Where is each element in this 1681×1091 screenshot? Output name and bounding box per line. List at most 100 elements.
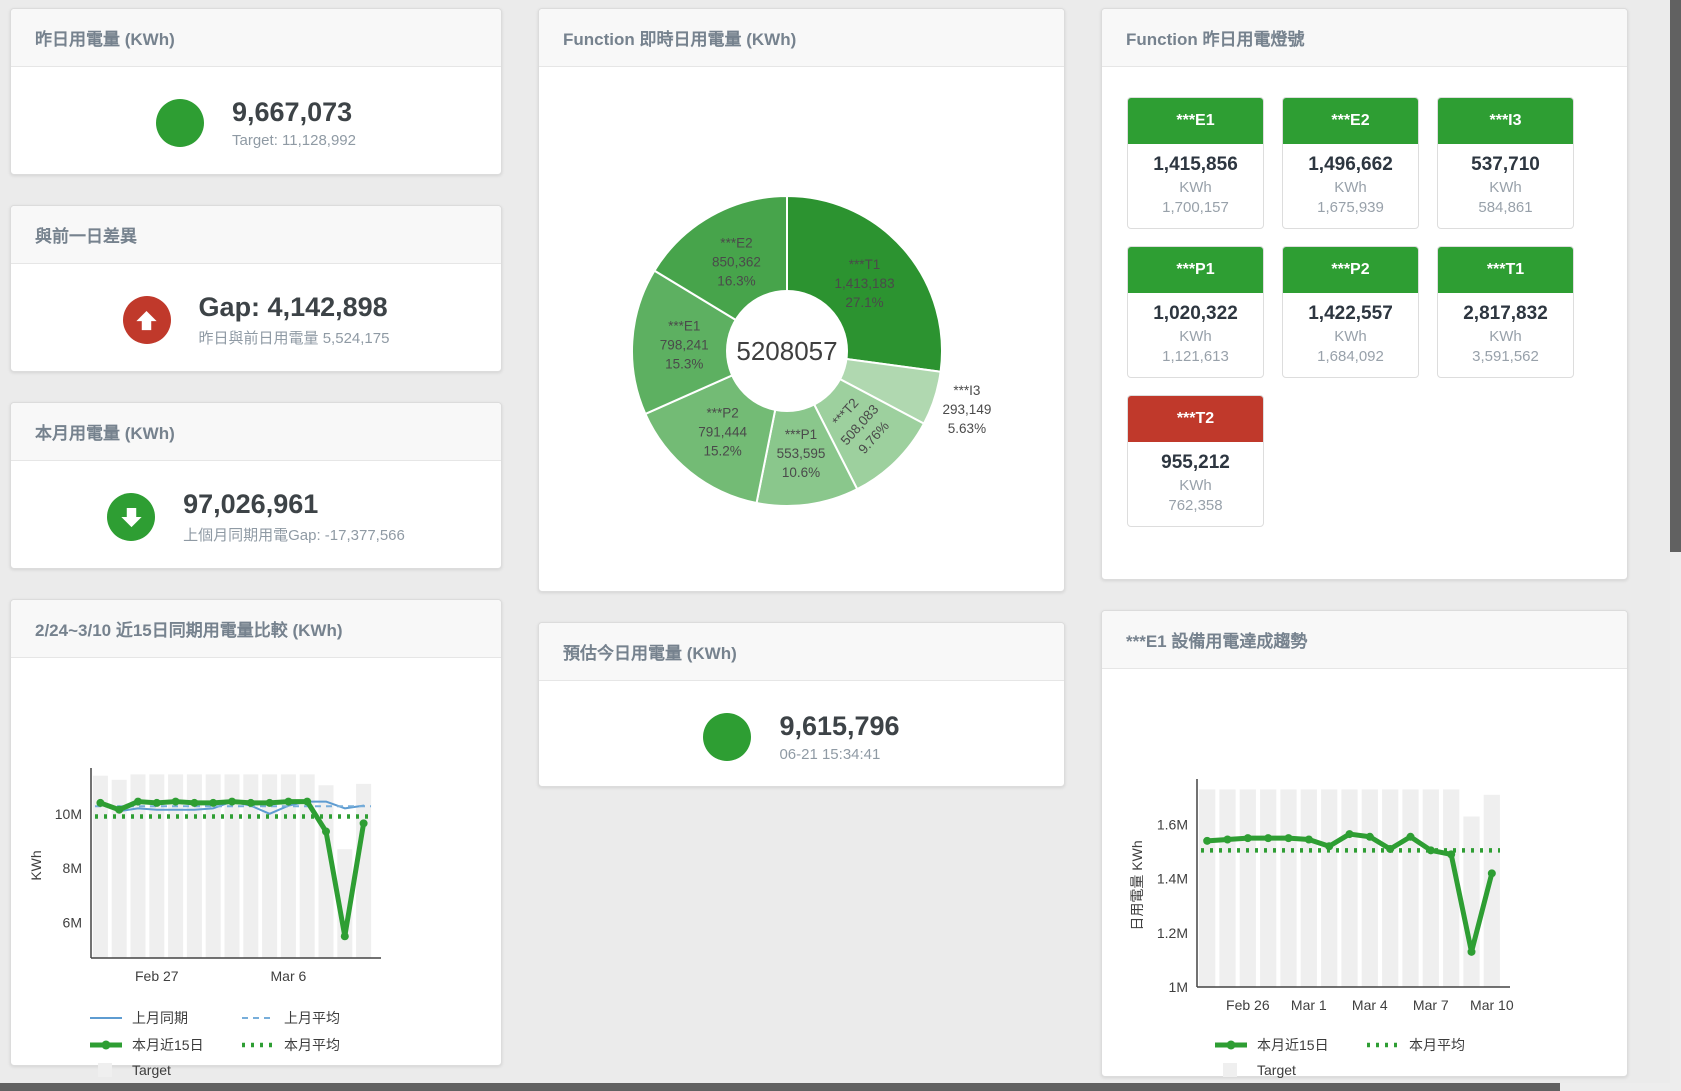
card-title: ***E1 設備用電達成趨勢 xyxy=(1102,611,1627,669)
svg-text:10.6%: 10.6% xyxy=(782,465,820,480)
svg-text:850,362: 850,362 xyxy=(712,254,761,269)
tile-value: 1,496,662 xyxy=(1308,154,1393,175)
legend-line-swatch xyxy=(90,1040,122,1050)
legend-label: 本月平均 xyxy=(284,1037,340,1053)
card-title: 2/24~3/10 近15日同期用電量比較 (KWh) xyxy=(11,600,501,658)
column-right: Function 昨日用電燈號 ***E1 1,415,856 KWh 1,700,1… xyxy=(1101,8,1628,1091)
card-realtime-donut: Function 即時日用電量 (KWh) 5208057 ***T1 1,413,… xyxy=(538,8,1065,592)
legend-label: 本月近15日 xyxy=(132,1037,204,1053)
tile-unit: KWh xyxy=(1334,328,1367,345)
card-title: Function 即時日用電量 (KWh) xyxy=(539,9,1064,67)
svg-text:10M: 10M xyxy=(55,806,82,822)
tile-label: ***P1 xyxy=(1128,247,1263,293)
svg-text:Mar 7: Mar 7 xyxy=(1413,997,1449,1013)
svg-text:791,444: 791,444 xyxy=(698,424,747,439)
column-middle: Function 即時日用電量 (KWh) 5208057 ***T1 1,413,… xyxy=(538,8,1065,1091)
svg-text:16.3%: 16.3% xyxy=(717,273,755,288)
svg-text:Feb 27: Feb 27 xyxy=(135,968,179,984)
svg-text:Mar 10: Mar 10 xyxy=(1470,997,1514,1013)
legend-line-swatch xyxy=(1367,1042,1399,1048)
tile-target: 1,684,092 xyxy=(1317,348,1384,365)
horizontal-scrollbar[interactable] xyxy=(0,1083,1681,1091)
card-estimate-today: 預估今日用電量 (KWh) 9,615,796 06-21 15:34:41 xyxy=(538,622,1065,787)
column-left: 昨日用電量 (KWh) 9,667,073 Target: 11,128,992… xyxy=(10,8,502,1091)
tile-target: 762,358 xyxy=(1168,497,1223,514)
kpi-value: 97,026,961 xyxy=(183,489,319,520)
legend-item-本月近15日[interactable]: 本月近15日 xyxy=(1214,1035,1366,1055)
svg-text:6M: 6M xyxy=(63,915,82,931)
tile-label: ***T2 xyxy=(1128,396,1263,442)
tile-target: 1,675,939 xyxy=(1317,199,1384,216)
svg-text:KWh: KWh xyxy=(28,850,44,880)
light-tile-I3[interactable]: ***I3 537,710 KWh 584,861 xyxy=(1437,97,1574,229)
vertical-scrollbar-thumb[interactable] xyxy=(1670,0,1681,552)
compare15-chart[interactable]: 6M 8M 10M Feb 27 Mar 6 KWh 上月同期 上月平均本月近15日 本月平均 T… xyxy=(11,658,501,1078)
e1-trend-chart[interactable]: 1M 1.2M 1.4M 1.6M Feb 26 Mar 1 Mar 4 Mar 7 Mar 1… xyxy=(1102,669,1627,1078)
svg-text:27.1%: 27.1% xyxy=(845,295,883,310)
kpi-value: Gap: 4,142,898 xyxy=(198,292,388,323)
tile-target: 584,861 xyxy=(1478,199,1533,216)
kpi-timestamp: 06-21 15:34:41 xyxy=(779,745,881,763)
tile-target: 1,700,157 xyxy=(1162,199,1229,216)
svg-text:5.63%: 5.63% xyxy=(948,421,986,436)
legend-label: 本月平均 xyxy=(1409,1037,1465,1053)
tile-label: ***E2 xyxy=(1283,98,1418,144)
tile-value: 1,415,856 xyxy=(1153,154,1238,175)
svg-text:8M: 8M xyxy=(63,860,82,876)
light-tile-P1[interactable]: ***P1 1,020,322 KWh 1,121,613 xyxy=(1127,246,1264,378)
status-circle-icon xyxy=(156,99,204,147)
legend-label: 本月近15日 xyxy=(1257,1037,1329,1053)
svg-text:1.6M: 1.6M xyxy=(1157,817,1188,833)
svg-text:***T1: ***T1 xyxy=(849,257,881,272)
kpi-body: 97,026,961 上個月同期用電Gap: -17,377,566 xyxy=(11,461,501,573)
light-tile-T2[interactable]: ***T2 955,212 KWh 762,358 xyxy=(1127,395,1264,527)
realtime-donut-chart[interactable]: 5208057 ***T1 1,413,183 27.1% ***I3 293,149 5.… xyxy=(539,67,1064,572)
card-title: Function 昨日用電燈號 xyxy=(1102,9,1627,67)
svg-text:Mar 4: Mar 4 xyxy=(1352,997,1388,1013)
svg-text:15.3%: 15.3% xyxy=(665,356,703,371)
card-title: 本月用電量 (KWh) xyxy=(11,403,501,461)
tile-unit: KWh xyxy=(1179,179,1212,196)
svg-text:Mar 1: Mar 1 xyxy=(1291,997,1327,1013)
tile-value: 2,817,832 xyxy=(1463,303,1548,324)
kpi-text: 9,667,073 Target: 11,128,992 xyxy=(232,97,356,148)
tile-unit: KWh xyxy=(1179,328,1212,345)
legend-item-Target[interactable]: Target xyxy=(89,1062,241,1078)
lights-tiles: ***E1 1,415,856 KWh 1,700,157 ***E2 1,496,662… xyxy=(1102,67,1627,527)
card-yesterday-lights: Function 昨日用電燈號 ***E1 1,415,856 KWh 1,700,1… xyxy=(1101,8,1628,580)
status-circle-icon xyxy=(703,713,752,761)
horizontal-scrollbar-thumb[interactable] xyxy=(0,1083,1560,1091)
card-15day-compare: 2/24~3/10 近15日同期用電量比較 (KWh) 6M 8M 10M Feb 2… xyxy=(10,599,502,1078)
legend-label: Target xyxy=(132,1062,171,1078)
card-day-gap: 與前一日差異 Gap: 4,142,898 昨日與前日用電量 5,524,175 xyxy=(10,205,502,372)
kpi-body: Gap: 4,142,898 昨日與前日用電量 5,524,175 xyxy=(11,264,501,376)
svg-text:1,413,183: 1,413,183 xyxy=(835,276,895,291)
arrow-down-circle-icon xyxy=(107,493,156,541)
tile-unit: KWh xyxy=(1489,179,1522,196)
legend-line-swatch xyxy=(90,1017,122,1019)
light-tile-P2[interactable]: ***P2 1,422,557 KWh 1,684,092 xyxy=(1282,246,1419,378)
legend-item-Target[interactable]: Target xyxy=(1214,1062,1366,1078)
vertical-scrollbar[interactable] xyxy=(1670,0,1681,1091)
svg-text:1M: 1M xyxy=(1169,979,1188,995)
svg-text:***E2: ***E2 xyxy=(720,235,752,250)
light-tile-E2[interactable]: ***E2 1,496,662 KWh 1,675,939 xyxy=(1282,97,1419,229)
card-month-usage: 本月用電量 (KWh) 97,026,961 上個月同期用電Gap: -17,3… xyxy=(10,402,502,569)
legend-bar-swatch xyxy=(98,1063,112,1077)
tile-value: 955,212 xyxy=(1161,452,1230,473)
svg-text:Mar 6: Mar 6 xyxy=(271,968,307,984)
svg-text:5208057: 5208057 xyxy=(736,336,837,366)
legend-item-上月同期[interactable]: 上月同期 xyxy=(89,1008,241,1028)
tile-value: 1,422,557 xyxy=(1308,303,1393,324)
legend-item-本月平均[interactable]: 本月平均 xyxy=(1366,1035,1518,1055)
tile-value: 537,710 xyxy=(1471,154,1540,175)
card-e1-trend: ***E1 設備用電達成趨勢 1M 1.2M 1.4M 1.6M Feb 26 Mar 1… xyxy=(1101,610,1628,1078)
light-tile-E1[interactable]: ***E1 1,415,856 KWh 1,700,157 xyxy=(1127,97,1264,229)
legend-item-本月近15日[interactable]: 本月近15日 xyxy=(89,1035,241,1055)
tile-label: ***E1 xyxy=(1128,98,1263,144)
light-tile-T1[interactable]: ***T1 2,817,832 KWh 3,591,562 xyxy=(1437,246,1574,378)
legend-label: Target xyxy=(1257,1062,1296,1078)
kpi-subtext: 昨日與前日用電量 5,524,175 xyxy=(198,329,390,347)
legend-item-上月平均[interactable]: 上月平均 xyxy=(241,1008,393,1028)
legend-item-本月平均[interactable]: 本月平均 xyxy=(241,1035,393,1055)
